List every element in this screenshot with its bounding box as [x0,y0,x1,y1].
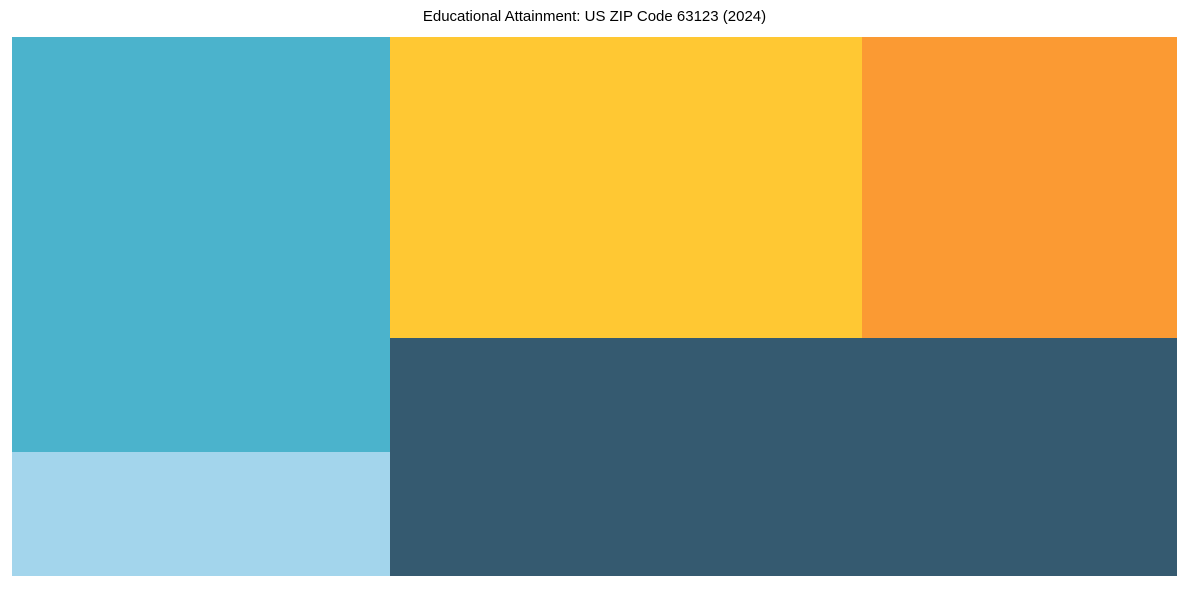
treemap-plot-area: High school graduate (or equivalent) Les… [12,37,1177,576]
treemap-tile-teal[interactable]: High school graduate (or equivalent) [12,37,390,452]
treemap-tile-yellow[interactable]: Bachelor's degree [390,37,862,338]
treemap-tile-light-blue[interactable]: Less than high school diploma [12,452,390,576]
chart-title: Educational Attainment: US ZIP Code 6312… [422,8,767,25]
treemap-tile-dark-slate[interactable]: Some college or associate's degree [390,338,1177,576]
treemap-tile-orange[interactable]: Graduate or professional degree [862,37,1177,338]
